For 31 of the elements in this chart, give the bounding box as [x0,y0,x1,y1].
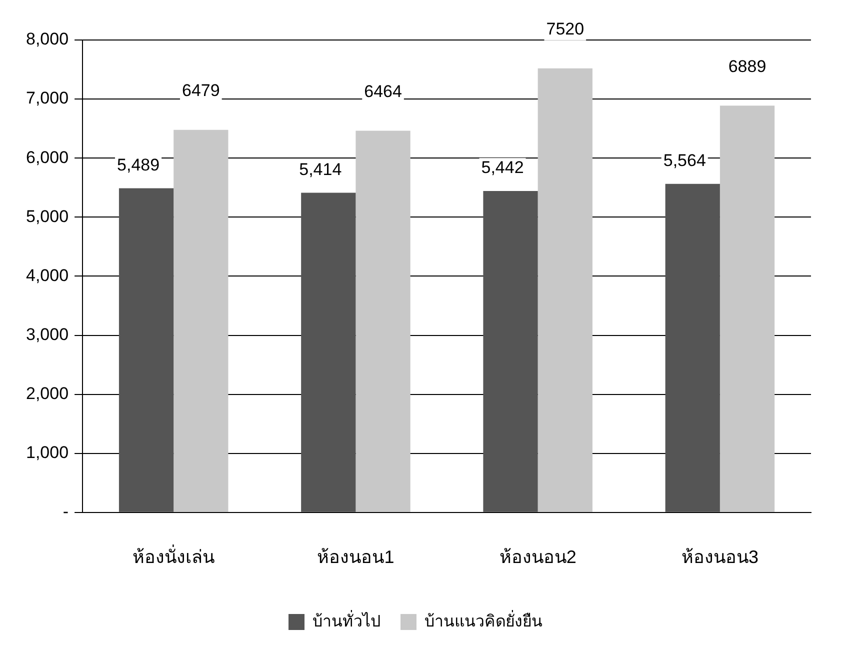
data-label: 6464 [364,82,402,101]
bar [538,68,592,512]
data-label: 6479 [182,81,220,100]
data-label: 7520 [546,20,584,39]
x-tick-label: ห้องนอน1 [317,547,394,568]
bar [665,184,720,512]
y-tick-label: 4,000 [26,266,69,285]
bar [118,188,174,512]
bar [174,130,228,512]
bar [720,106,775,512]
y-tick-label: 3,000 [26,324,69,344]
data-label: 5,442 [481,158,524,178]
bar [356,130,410,512]
data-label: 5,564 [663,151,706,170]
data-label: 6889 [728,56,766,76]
y-tick-label: 6,000 [26,148,69,167]
x-tick-label: ห้องนั่งเล่น [132,544,215,568]
data-label: 5,489 [117,155,160,174]
bar [301,192,356,512]
y-tick-label: 7,000 [26,88,69,108]
y-tick-label: 8,000 [26,30,69,49]
y-tick-label: 1,000 [26,443,69,462]
x-tick-label: ห้องนอน2 [499,547,576,568]
bar [483,191,538,512]
legend-label: บ้านแนวคิดยั่งยืน [424,609,542,630]
x-tick-label: ห้องนอน3 [681,547,758,568]
y-tick-label: - [62,502,69,522]
data-label: 5,414 [299,160,342,179]
y-tick-label: 2,000 [26,384,69,403]
legend-label: บ้านทั่วไป [312,609,380,630]
y-tick-label: 5,000 [26,206,69,226]
